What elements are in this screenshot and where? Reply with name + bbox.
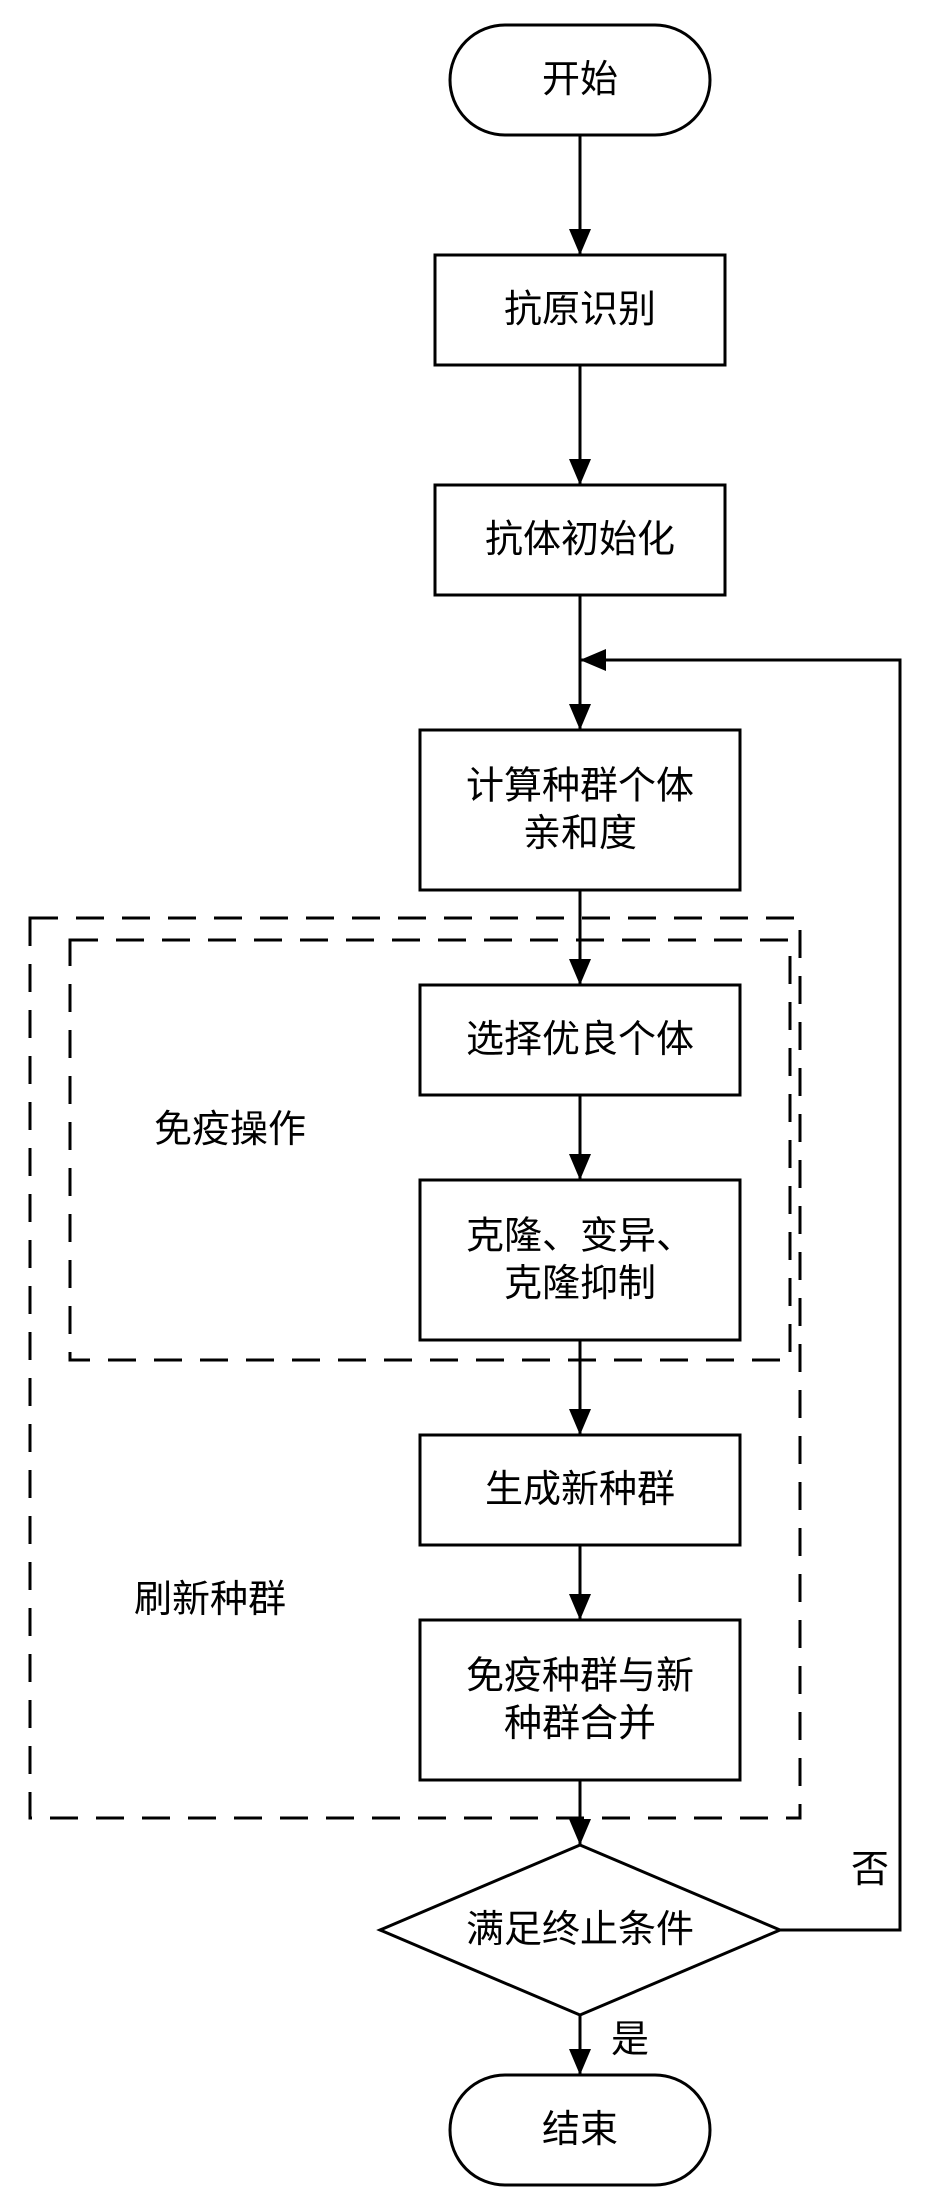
node-label-n7-line0: 免疫种群与新 xyxy=(466,1655,694,1697)
arrow-head xyxy=(580,649,606,671)
arrow-head xyxy=(569,1409,591,1435)
node-label-start-line0: 开始 xyxy=(542,59,618,101)
node-label-n4-line0: 选择优良个体 xyxy=(466,1019,694,1061)
node-label-n5-line0: 克隆、变异、 xyxy=(466,1215,694,1257)
node-n7 xyxy=(420,1620,740,1780)
node-label-n7-line1: 种群合并 xyxy=(504,1703,656,1745)
arrow-head xyxy=(569,1594,591,1620)
node-label-n2-line0: 抗体初始化 xyxy=(485,519,675,561)
frame-label-outer: 刷新种群 xyxy=(134,1579,286,1621)
node-label-n1-line0: 抗原识别 xyxy=(504,289,656,331)
node-n5 xyxy=(420,1180,740,1340)
arrow-head xyxy=(569,704,591,730)
node-label-n3-line0: 计算种群个体 xyxy=(466,765,694,807)
edge-label-e_dec_loop: 否 xyxy=(851,1849,889,1891)
arrow-head xyxy=(569,1819,591,1845)
node-label-n3-line1: 亲和度 xyxy=(523,813,637,855)
frame-label-inner: 免疫操作 xyxy=(154,1109,306,1151)
node-n3 xyxy=(420,730,740,890)
node-label-end-line0: 结束 xyxy=(542,2109,618,2151)
arrow-head xyxy=(569,959,591,985)
arrow-head xyxy=(569,1154,591,1180)
edge-label-e_dec_end: 是 xyxy=(611,2019,649,2061)
flowchart: 免疫操作刷新种群是 否 开始抗原识别抗体初始化计算种群个体亲和度选择优良个体克隆、变… xyxy=(0,0,946,2192)
node-label-n6-line0: 生成新种群 xyxy=(485,1469,675,1511)
arrow-head xyxy=(569,2049,591,2075)
arrow-head xyxy=(569,229,591,255)
arrow-head xyxy=(569,459,591,485)
node-label-dec-line0: 满足终止条件 xyxy=(466,1909,694,1951)
node-label-n5-line1: 克隆抑制 xyxy=(504,1263,656,1305)
